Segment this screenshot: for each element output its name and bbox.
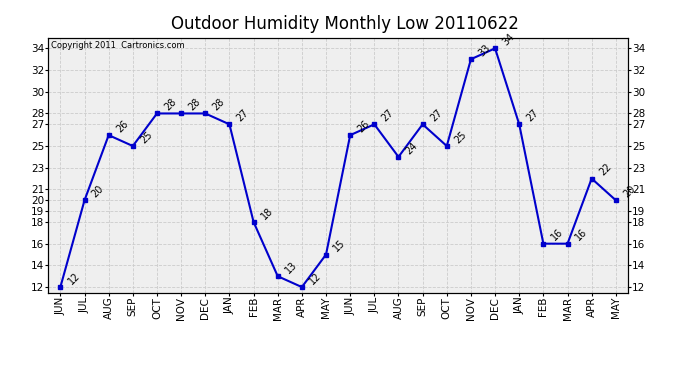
Text: 25: 25 [453, 129, 469, 145]
Text: 12: 12 [308, 270, 323, 286]
Text: 28: 28 [211, 97, 226, 112]
Text: 20: 20 [90, 184, 106, 200]
Text: 26: 26 [356, 118, 371, 134]
Text: Copyright 2011  Cartronics.com: Copyright 2011 Cartronics.com [51, 41, 185, 50]
Text: 25: 25 [139, 129, 155, 145]
Text: 27: 27 [525, 108, 541, 123]
Text: 16: 16 [573, 227, 589, 243]
Text: 15: 15 [332, 238, 347, 254]
Text: 16: 16 [549, 227, 564, 243]
Text: 34: 34 [501, 32, 516, 48]
Text: 26: 26 [115, 118, 130, 134]
Text: 27: 27 [428, 108, 444, 123]
Text: 18: 18 [259, 206, 275, 221]
Text: 20: 20 [622, 184, 637, 200]
Text: 22: 22 [598, 162, 613, 178]
Text: 28: 28 [163, 97, 178, 112]
Text: 33: 33 [477, 43, 492, 58]
Text: 12: 12 [66, 270, 81, 286]
Text: 28: 28 [187, 97, 202, 112]
Text: 13: 13 [284, 260, 299, 276]
Text: 27: 27 [380, 108, 396, 123]
Text: 24: 24 [404, 140, 420, 156]
Text: 27: 27 [235, 108, 251, 123]
Text: Outdoor Humidity Monthly Low 20110622: Outdoor Humidity Monthly Low 20110622 [171, 15, 519, 33]
